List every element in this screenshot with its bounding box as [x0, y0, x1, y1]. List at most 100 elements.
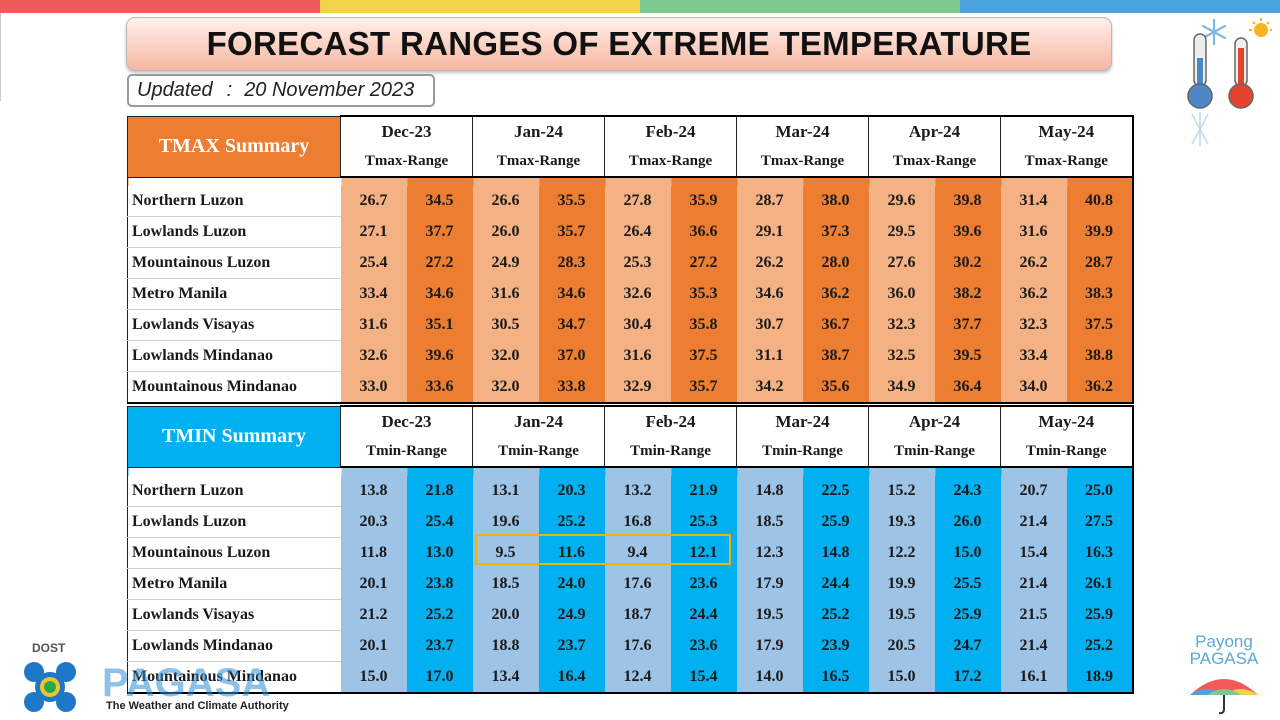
- range-min-cell: 33.0: [340, 371, 407, 404]
- range-min-cell: 31.6: [1000, 216, 1067, 248]
- range-min-cell: 13.2: [604, 476, 671, 507]
- range-min-cell: 19.9: [868, 568, 935, 600]
- snowflake-icon: [1201, 18, 1227, 46]
- range-max-cell: 33.8: [538, 371, 605, 404]
- tmin-month-header: Feb-24: [603, 405, 738, 437]
- range-min-cell: 17.9: [736, 568, 803, 600]
- range-max-cell: 28.0: [802, 247, 869, 279]
- slide-title: FORECAST RANGES OF EXTREME TEMPERATURE: [126, 17, 1112, 71]
- tmin-month-header: Jan-24: [472, 405, 605, 437]
- range-max-cell: 34.6: [406, 278, 473, 310]
- region-label: Mountainous Mindanao: [127, 371, 341, 404]
- range-min-cell: 21.2: [340, 599, 407, 631]
- range-max-cell: 38.8: [1066, 340, 1134, 372]
- pagasa-tagline: The Weather and Climate Authority: [106, 700, 290, 712]
- range-min-cell: 27.8: [604, 186, 671, 217]
- range-min-cell: 12.4: [604, 661, 671, 694]
- range-max-cell: 23.9: [802, 630, 869, 662]
- range-min-cell: 30.5: [472, 309, 539, 341]
- tmin-range-header: Tmin-Range: [603, 437, 738, 468]
- tmin-body: TMIN Summary Dec-23 Jan-24 Feb-24 Mar-24 Apr-…: [126, 405, 1134, 694]
- range-min-cell: 16.1: [1000, 661, 1067, 694]
- tmin-range-row: Tmin-Range Tmin-Range Tmin-Range Tmin-Range…: [128, 437, 1134, 468]
- range-min-cell: 15.0: [340, 661, 407, 694]
- range-min-cell: 20.5: [868, 630, 935, 662]
- tmin-month-row: TMIN Summary Dec-23 Jan-24 Feb-24 Mar-24 Apr-…: [127, 405, 1134, 468]
- range-min-cell: 25.4: [340, 247, 407, 279]
- range-min-cell: 12.2: [868, 537, 935, 569]
- region-label: Mountainous Mindanao: [127, 661, 341, 694]
- tmax-spacer: [126, 177, 1134, 186]
- region-label: Lowlands Visayas: [127, 599, 341, 631]
- region-label: Lowlands Mindanao: [127, 340, 341, 372]
- region-label: Northern Luzon: [127, 186, 341, 217]
- range-min-cell: 28.7: [736, 186, 803, 217]
- range-max-cell: 34.7: [538, 309, 605, 341]
- range-min-cell: 12.3: [736, 537, 803, 569]
- range-max-cell: 17.2: [934, 661, 1001, 694]
- updated-date: 20 November 2023: [244, 79, 415, 101]
- range-min-cell: 32.5: [868, 340, 935, 372]
- range-min-cell: 14.0: [736, 661, 803, 694]
- range-max-cell: 20.3: [538, 476, 605, 507]
- top-bar-green: [640, 0, 960, 13]
- range-max-cell: 35.7: [538, 216, 605, 248]
- range-min-cell: 19.5: [868, 599, 935, 631]
- range-max-cell: 35.7: [670, 371, 737, 404]
- range-max-cell: 25.2: [802, 599, 869, 631]
- tmax-table: TMAX Summary Dec-23 Jan-24 Feb-24 Mar-24 Apr-…: [126, 115, 1134, 404]
- range-min-cell: 21.4: [1000, 630, 1067, 662]
- range-min-cell: 26.0: [472, 216, 539, 248]
- range-max-cell: 37.5: [670, 340, 737, 372]
- tmax-month-row: TMAX Summary Dec-23 Jan-24 Feb-24 Mar-24 Apr-…: [127, 115, 1134, 178]
- range-max-cell: 36.4: [934, 371, 1001, 404]
- tmax-range-header: Tmax-Range: [603, 147, 738, 178]
- range-max-cell: 39.8: [934, 186, 1001, 217]
- payong-line2: PAGASA: [1189, 649, 1259, 668]
- top-bar-yellow: [320, 0, 640, 13]
- sun-icon: [1249, 18, 1272, 37]
- range-max-cell: 37.7: [406, 216, 473, 248]
- range-min-cell: 26.4: [604, 216, 671, 248]
- range-max-cell: 14.8: [802, 537, 869, 569]
- range-max-cell: 13.0: [406, 537, 473, 569]
- range-max-cell: 28.3: [538, 247, 605, 279]
- tmax-month-header: Jan-24: [472, 115, 605, 147]
- tmin-month-header: Mar-24: [736, 405, 870, 437]
- range-min-cell: 27.6: [868, 247, 935, 279]
- range-max-cell: 28.7: [1066, 247, 1134, 279]
- region-label: Metro Manila: [127, 568, 341, 600]
- range-max-cell: 22.5: [802, 476, 869, 507]
- range-max-cell: 16.4: [538, 661, 605, 694]
- range-max-cell: 37.0: [538, 340, 605, 372]
- range-max-cell: 25.4: [406, 506, 473, 538]
- tmin-spacer: [126, 467, 1134, 476]
- range-max-cell: 26.1: [1066, 568, 1134, 600]
- range-min-cell: 31.6: [604, 340, 671, 372]
- range-min-cell: 26.2: [736, 247, 803, 279]
- range-max-cell: 26.0: [934, 506, 1001, 538]
- range-min-cell: 9.4: [604, 537, 671, 569]
- range-max-cell: 27.2: [670, 247, 737, 279]
- range-min-cell: 26.6: [472, 186, 539, 217]
- range-min-cell: 32.3: [1000, 309, 1067, 341]
- range-min-cell: 27.1: [340, 216, 407, 248]
- dost-emblem-icon: [24, 662, 76, 712]
- range-max-cell: 16.3: [1066, 537, 1134, 569]
- range-max-cell: 39.9: [1066, 216, 1134, 248]
- table-row: Lowlands Visayas 21.2 25.2 20.0 24.9 18.7 24.4…: [127, 599, 1134, 631]
- range-max-cell: 35.5: [538, 186, 605, 217]
- tmax-range-header: Tmax-Range: [736, 147, 870, 178]
- tmax-range-header: Tmax-Range: [340, 147, 473, 178]
- range-min-cell: 19.5: [736, 599, 803, 631]
- table-row: Mountainous Mindanao 15.0 17.0 13.4 16.4 12.4…: [127, 661, 1134, 694]
- range-max-cell: 25.2: [538, 506, 605, 538]
- range-max-cell: 36.7: [802, 309, 869, 341]
- range-max-cell: 35.9: [670, 186, 737, 217]
- tmin-range-header: Tmin-Range: [868, 437, 1002, 468]
- range-max-cell: 38.3: [1066, 278, 1134, 310]
- range-min-cell: 36.0: [868, 278, 935, 310]
- region-label: Mountainous Luzon: [127, 537, 341, 569]
- table-row: Northern Luzon 13.8 21.8 13.1 20.3 13.2 21.9 14…: [127, 476, 1134, 507]
- range-min-cell: 13.1: [472, 476, 539, 507]
